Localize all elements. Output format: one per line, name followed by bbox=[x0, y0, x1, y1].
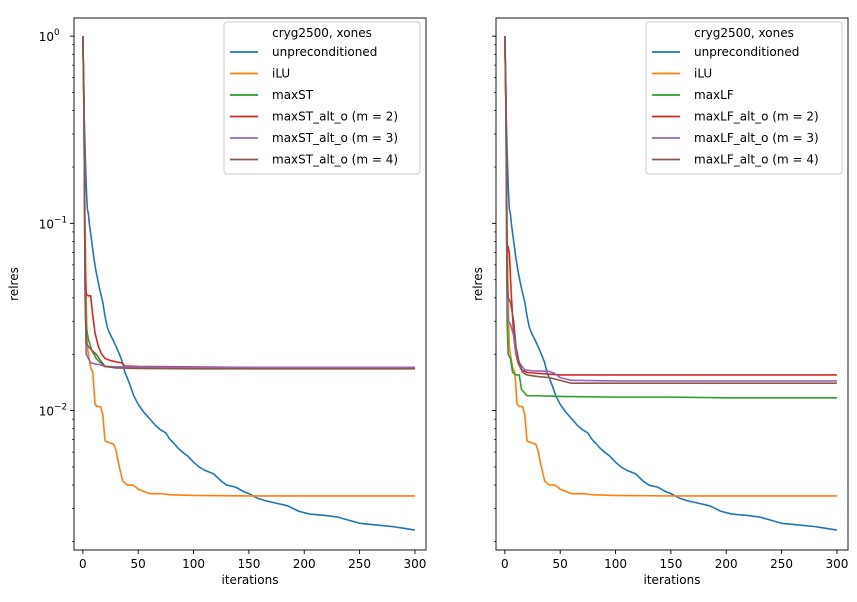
x-tick-label: 0 bbox=[79, 557, 87, 571]
x-tick-label: 300 bbox=[403, 557, 426, 571]
x-tick-label: 50 bbox=[553, 557, 568, 571]
legend: cryg2500, xones unpreconditioned iLU maxLF m… bbox=[645, 21, 843, 175]
right-chart-panel: 0 50 100 150 200 250 300 iterations relres cryg25… bbox=[471, 17, 849, 587]
legend-entry: maxST bbox=[272, 88, 314, 102]
y-tick-exponent: −2 bbox=[54, 403, 67, 413]
x-tick-label: 200 bbox=[715, 557, 738, 571]
x-tick-label: 100 bbox=[182, 557, 205, 571]
series-line-unpreconditioned bbox=[82, 36, 416, 531]
series-line-unpreconditioned bbox=[504, 36, 838, 531]
y-tick-label: 10 bbox=[39, 30, 54, 44]
legend-entry: iLU bbox=[272, 67, 290, 81]
legend-entry: iLU bbox=[694, 67, 712, 81]
y-tick-exponent: −1 bbox=[54, 215, 67, 225]
legend-title: cryg2500, xones bbox=[694, 26, 794, 40]
series-line-maxlf-alt-o-m-4- bbox=[504, 36, 837, 385]
x-tick-label: 250 bbox=[770, 557, 793, 571]
y-axis-label: relres bbox=[7, 267, 21, 301]
series-group bbox=[82, 36, 416, 531]
y-tick-exponent: 0 bbox=[54, 28, 60, 38]
x-tick-label: 0 bbox=[501, 557, 509, 571]
series-line-maxlf-alt-o-m-3- bbox=[504, 36, 837, 382]
x-tick-label: 250 bbox=[348, 557, 371, 571]
x-tick-label: 300 bbox=[825, 557, 848, 571]
y-axis-label: relres bbox=[471, 267, 485, 301]
series-line-maxlf bbox=[504, 36, 837, 399]
legend-entry: maxLF_alt_o (m = 2) bbox=[694, 110, 819, 124]
x-axis-label: iterations bbox=[644, 573, 701, 587]
legend-entry: maxST_alt_o (m = 2) bbox=[272, 110, 398, 124]
y-tick-label: 10 bbox=[39, 405, 54, 419]
legend-entry: unpreconditioned bbox=[272, 45, 377, 59]
legend-entry: unpreconditioned bbox=[694, 45, 799, 59]
legend-entry: maxLF_alt_o (m = 3) bbox=[694, 131, 819, 145]
legend: cryg2500, xones unpreconditioned iLU maxST m… bbox=[223, 21, 421, 175]
legend-entry: maxLF bbox=[694, 88, 734, 102]
axes-frame bbox=[495, 17, 849, 551]
x-tick-label: 200 bbox=[293, 557, 316, 571]
x-tick-label: 150 bbox=[659, 557, 682, 571]
x-axis-label: iterations bbox=[222, 573, 279, 587]
axes-frame bbox=[73, 17, 427, 551]
legend-box bbox=[645, 21, 843, 175]
x-tick-label: 50 bbox=[131, 557, 146, 571]
legend-entry: maxST_alt_o (m = 4) bbox=[272, 153, 398, 167]
legend-title: cryg2500, xones bbox=[272, 26, 372, 40]
x-tick-label: 100 bbox=[604, 557, 627, 571]
series-group bbox=[504, 36, 838, 531]
legend-box bbox=[223, 21, 421, 175]
series-line-maxst-alt-o-m-4- bbox=[82, 36, 415, 370]
legend-entry: maxST_alt_o (m = 3) bbox=[272, 131, 398, 145]
x-tick-label: 150 bbox=[237, 557, 260, 571]
y-tick-label: 10 bbox=[39, 217, 54, 231]
legend-entry: maxLF_alt_o (m = 4) bbox=[694, 153, 819, 167]
